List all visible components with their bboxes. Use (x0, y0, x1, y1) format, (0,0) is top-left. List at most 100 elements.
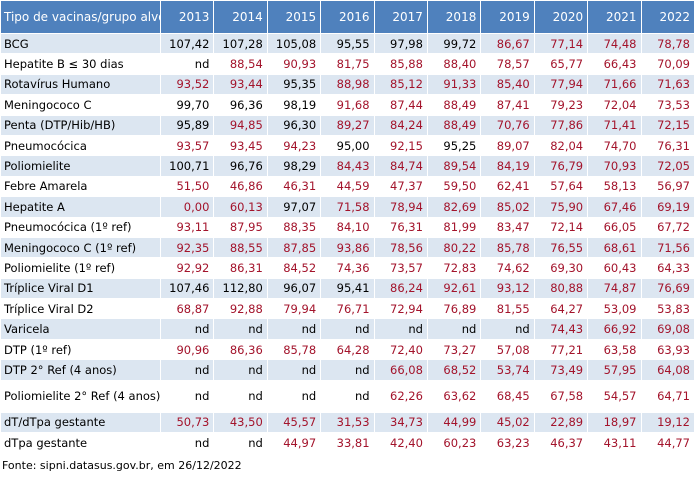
vaccine-table: Tipo de vacinas/grupo alvo 2013 2014 2015 20… (0, 0, 695, 454)
value-cell: 62,41 (480, 175, 535, 198)
table-row: dT/dTpa gestante 50,73 43,50 45,57 31,53 34,7… (0, 411, 695, 434)
value-cell: 44,59 (320, 175, 375, 198)
value-cell: 96,30 (266, 114, 322, 136)
value-cell: 46,37 (533, 432, 589, 454)
table-row: Tríplice Viral D2 68,87 92,88 79,94 76,71 72,… (0, 298, 695, 320)
value-cell: 84,19 (480, 155, 535, 177)
value-cell: nd (213, 359, 268, 381)
value-cell: 65,77 (533, 53, 589, 75)
value-cell: 82,04 (533, 134, 589, 157)
row-label: BCG (0, 32, 161, 55)
value-cell: 68,52 (426, 359, 482, 381)
header-cell: Tipo de vacinas/grupo alvo (0, 0, 161, 34)
row-label: Poliomielite (1º ref) (0, 257, 161, 279)
value-cell: 88,55 (213, 236, 268, 259)
value-cell: 72,40 (373, 338, 428, 361)
row-label: dT/dTpa gestante (0, 411, 161, 434)
value-cell: nd (159, 318, 215, 340)
value-cell: 64,27 (533, 298, 589, 320)
value-cell: 89,07 (480, 134, 535, 157)
value-cell: 46,31 (266, 175, 322, 198)
value-cell: 95,41 (320, 277, 375, 300)
value-cell: 31,53 (320, 411, 375, 434)
value-cell: 96,07 (266, 277, 322, 300)
row-label: Penta (DTP/Hib/HB) (0, 114, 161, 136)
value-cell: 84,10 (320, 216, 375, 238)
value-cell: 94,85 (213, 114, 268, 136)
row-label: Poliomielite 2° Ref (4 anos) (0, 379, 161, 413)
table-row: Varicela nd nd nd nd nd nd nd 74,43 66,92 69,08 (0, 318, 695, 340)
value-cell: 71,41 (587, 114, 642, 136)
row-label: Rotavírus Humano (0, 73, 161, 96)
value-cell: 76,71 (320, 298, 375, 320)
value-cell: nd (320, 379, 375, 413)
value-cell: 77,14 (533, 32, 589, 55)
value-cell: 73,49 (533, 359, 589, 381)
value-cell: 53,09 (587, 298, 642, 320)
value-cell: 54,57 (587, 379, 642, 413)
value-cell: 84,43 (320, 155, 375, 177)
value-cell: 89,54 (426, 155, 482, 177)
value-cell: 50,73 (159, 411, 215, 434)
value-cell: 83,47 (480, 216, 535, 238)
value-cell: 59,50 (426, 175, 482, 198)
header-cell: 2022 (640, 0, 695, 34)
value-cell: 97,07 (266, 196, 322, 218)
value-cell: 63,62 (426, 379, 482, 413)
value-cell: 93,11 (159, 216, 215, 238)
value-cell: 88,49 (426, 94, 482, 116)
value-cell: 68,45 (480, 379, 535, 413)
value-cell: nd (266, 379, 322, 413)
value-cell: 95,25 (426, 134, 482, 157)
table-row: Poliomielite (1º ref) 92,92 86,31 84,52 74,3… (0, 257, 695, 279)
row-label: dTpa gestante (0, 432, 161, 454)
value-cell: 93,52 (159, 73, 215, 96)
row-label: Meningococo C (1º ref) (0, 236, 161, 259)
value-cell: 88,40 (426, 53, 482, 75)
value-cell: 92,61 (426, 277, 482, 300)
value-cell: 74,48 (587, 32, 642, 55)
row-label: Hepatite A (0, 196, 161, 218)
value-cell: 71,63 (640, 73, 695, 96)
table-row: Penta (DTP/Hib/HB) 95,89 94,85 96,30 89,27 84… (0, 114, 695, 136)
value-cell: 72,04 (587, 94, 642, 116)
value-cell: 87,95 (213, 216, 268, 238)
value-cell: 68,87 (159, 298, 215, 320)
value-cell: nd (266, 359, 322, 381)
row-label: Pneumocócica (1º ref) (0, 216, 161, 238)
value-cell: 67,46 (587, 196, 642, 218)
value-cell: 33,81 (320, 432, 375, 454)
value-cell: 0,00 (159, 196, 215, 218)
table-row: BCG 107,42 107,28 105,08 95,55 97,98 99,72 86,6… (0, 32, 695, 55)
value-cell: 86,67 (480, 32, 535, 55)
table-row: Pneumocócica 93,57 93,45 94,23 95,00 92,15 95,… (0, 134, 695, 157)
value-cell: nd (159, 432, 215, 454)
value-cell: 96,36 (213, 94, 268, 116)
table-row: Hepatite B ≤ 30 dias nd 88,54 90,93 81,75 85,… (0, 53, 695, 75)
value-cell: 107,28 (213, 32, 268, 55)
value-cell: 81,75 (320, 53, 375, 75)
value-cell: 77,86 (533, 114, 589, 136)
value-cell: 85,40 (480, 73, 535, 96)
value-cell: 85,78 (266, 338, 322, 361)
value-cell: 60,23 (426, 432, 482, 454)
value-cell: 45,57 (266, 411, 322, 434)
value-cell: 91,68 (320, 94, 375, 116)
value-cell: 85,02 (480, 196, 535, 218)
header-cell: 2017 (373, 0, 428, 34)
value-cell: 64,08 (640, 359, 695, 381)
value-cell: 105,08 (266, 32, 322, 55)
value-cell: nd (320, 318, 375, 340)
row-label: Pneumocócica (0, 134, 161, 157)
value-cell: nd (426, 318, 482, 340)
value-cell: nd (159, 379, 215, 413)
value-cell: 107,42 (159, 32, 215, 55)
value-cell: 53,83 (640, 298, 695, 320)
value-cell: 81,99 (426, 216, 482, 238)
value-cell: 62,26 (373, 379, 428, 413)
value-cell: 80,88 (533, 277, 589, 300)
value-cell: 88,54 (213, 53, 268, 75)
table-row: dTpa gestante nd nd 44,97 33,81 42,40 60,23 63,… (0, 432, 695, 454)
value-cell: 66,92 (587, 318, 642, 340)
